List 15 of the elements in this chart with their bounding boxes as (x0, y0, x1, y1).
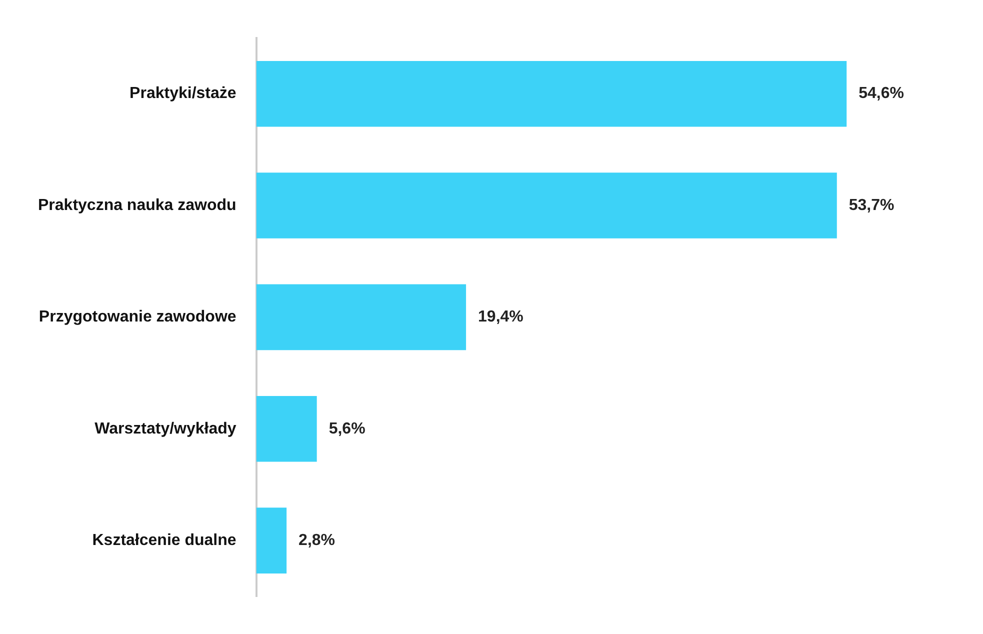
data-label: 5,6% (328, 420, 366, 438)
y-tick-label: Kształcenie dualne (92, 532, 236, 549)
bar (256, 508, 287, 574)
bar (256, 172, 837, 238)
bar (256, 284, 466, 350)
data-label: 19,4% (478, 308, 524, 326)
data-label: 53,7% (848, 196, 894, 214)
y-tick-label: Warsztaty/wykłady (94, 420, 236, 438)
y-tick-label: Przygotowanie zawodowe (38, 308, 236, 326)
y-tick-label: Praktyki/staże (130, 85, 236, 102)
bar (256, 60, 847, 127)
bar (256, 396, 317, 462)
data-label: 54,6% (858, 85, 904, 102)
data-label: 2,8% (298, 532, 336, 549)
y-tick-label: Praktyczna nauka zawodu (38, 196, 236, 214)
